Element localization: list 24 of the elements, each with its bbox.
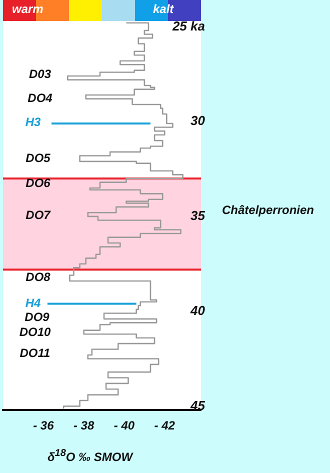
annotation: DO8 — [24, 269, 52, 285]
y-tick-label: 35 — [190, 208, 206, 224]
annotation: D03 — [28, 66, 52, 82]
annotation: DO4 — [26, 90, 54, 106]
text: Châtelperronien — [222, 203, 314, 217]
annotation: H3 — [24, 114, 42, 130]
y-tick-label: 40 — [190, 302, 206, 318]
annotation: DO5 — [24, 150, 52, 166]
y-tick-label: 30 — [190, 113, 206, 128]
text: warm — [12, 2, 44, 16]
annotation: DO11 — [18, 345, 52, 361]
annotation: DO9 — [24, 309, 50, 325]
x-tick-label: - 38 — [73, 418, 94, 433]
y-tick-label: 25 ka — [171, 18, 205, 34]
x-tick-label: - 42 — [154, 418, 176, 433]
annotation: DO6 — [24, 175, 52, 191]
x-axis-title: δ$^{18}$O ‰ SMOW — [46, 448, 134, 464]
text: kalt — [153, 2, 174, 16]
x-tick-label: - 36 — [33, 418, 54, 433]
annotation: H4 — [24, 295, 42, 311]
x-tick-label: - 40 — [114, 418, 135, 433]
annotation: DO10 — [18, 324, 52, 340]
annotation: DO7 — [24, 207, 52, 223]
y-tick-label: 45 — [190, 398, 206, 413]
